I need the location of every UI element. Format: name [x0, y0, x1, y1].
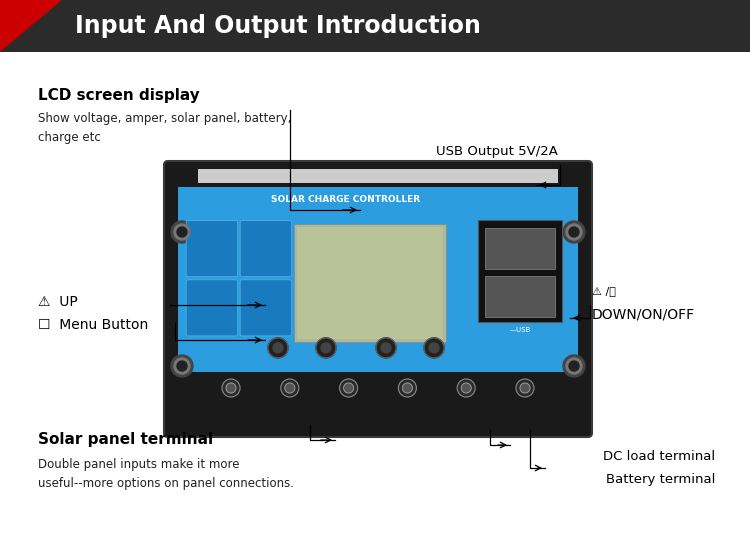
Circle shape — [340, 379, 358, 397]
FancyBboxPatch shape — [164, 161, 592, 437]
FancyBboxPatch shape — [198, 169, 558, 183]
FancyBboxPatch shape — [178, 187, 578, 372]
Circle shape — [268, 338, 288, 358]
Circle shape — [280, 379, 298, 397]
Text: —USB: —USB — [509, 327, 531, 333]
FancyBboxPatch shape — [186, 280, 238, 336]
Circle shape — [569, 361, 579, 371]
Text: DOWN/ON/OFF: DOWN/ON/OFF — [592, 308, 695, 322]
Circle shape — [344, 383, 353, 393]
Circle shape — [458, 379, 476, 397]
Circle shape — [174, 224, 190, 240]
Circle shape — [285, 383, 295, 393]
Circle shape — [563, 355, 585, 377]
Circle shape — [563, 221, 585, 243]
Circle shape — [569, 227, 579, 237]
Circle shape — [316, 338, 336, 358]
Text: Solar panel terminal: Solar panel terminal — [38, 432, 213, 447]
Polygon shape — [0, 0, 62, 52]
Circle shape — [381, 343, 391, 353]
Circle shape — [171, 355, 193, 377]
Text: SOLAR CHARGE CONTROLLER: SOLAR CHARGE CONTROLLER — [272, 195, 421, 204]
Text: Battery terminal: Battery terminal — [606, 473, 715, 486]
Circle shape — [222, 379, 240, 397]
Circle shape — [566, 224, 582, 240]
Circle shape — [461, 383, 471, 393]
Circle shape — [226, 383, 236, 393]
Text: Input And Output Introduction: Input And Output Introduction — [75, 14, 481, 38]
Circle shape — [177, 227, 187, 237]
Circle shape — [177, 361, 187, 371]
Circle shape — [403, 383, 412, 393]
FancyBboxPatch shape — [240, 220, 292, 277]
Circle shape — [376, 338, 396, 358]
Circle shape — [171, 221, 193, 243]
Circle shape — [429, 343, 439, 353]
Circle shape — [424, 338, 444, 358]
Circle shape — [566, 358, 582, 374]
Circle shape — [321, 343, 331, 353]
Text: ⚠  UP: ⚠ UP — [38, 295, 78, 309]
Text: DC load terminal: DC load terminal — [603, 450, 715, 463]
Circle shape — [520, 383, 530, 393]
FancyBboxPatch shape — [294, 224, 446, 342]
FancyBboxPatch shape — [0, 0, 750, 52]
Circle shape — [398, 379, 416, 397]
FancyBboxPatch shape — [186, 220, 238, 277]
FancyBboxPatch shape — [484, 276, 555, 317]
FancyBboxPatch shape — [240, 280, 292, 336]
FancyBboxPatch shape — [484, 229, 555, 269]
FancyBboxPatch shape — [297, 227, 443, 340]
Text: ☐  Menu Button: ☐ Menu Button — [38, 318, 148, 332]
Text: ⚠ /⚿: ⚠ /⚿ — [592, 286, 616, 296]
Circle shape — [273, 343, 283, 353]
Circle shape — [516, 379, 534, 397]
Text: Show voltage, amper, solar panel, battery,
charge etc: Show voltage, amper, solar panel, batter… — [38, 112, 291, 144]
Circle shape — [174, 358, 190, 374]
Text: Double panel inputs make it more
useful--more options on panel connections.: Double panel inputs make it more useful-… — [38, 458, 294, 490]
FancyBboxPatch shape — [478, 220, 562, 322]
Text: USB Output 5V/2A: USB Output 5V/2A — [436, 145, 558, 158]
Text: LCD screen display: LCD screen display — [38, 88, 200, 103]
